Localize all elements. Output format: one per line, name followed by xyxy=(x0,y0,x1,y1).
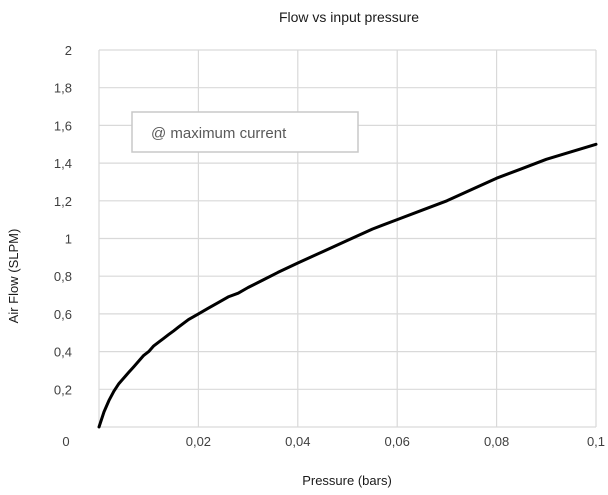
y-tick-label: 1,2 xyxy=(54,194,72,209)
x-axis-label: Pressure (bars) xyxy=(302,473,392,488)
chart-title: Flow vs input pressure xyxy=(279,9,419,25)
series-line xyxy=(97,142,598,429)
x-tick-label: 0 xyxy=(62,434,69,449)
y-tick-label: 1,6 xyxy=(54,118,72,133)
annotation-text: @ maximum current xyxy=(151,125,287,142)
grid xyxy=(98,49,597,428)
y-tick-label: 1,8 xyxy=(54,81,72,96)
x-tick-label: 0,1 xyxy=(587,434,605,449)
y-tick-label: 1 xyxy=(65,232,72,247)
annotation: @ maximum current xyxy=(131,111,359,153)
y-axis-label: Air Flow (SLPM) xyxy=(6,229,21,324)
y-tick-label: 2 xyxy=(65,43,72,58)
y-tick-label: 0,6 xyxy=(54,307,72,322)
y-tick-label: 0,8 xyxy=(54,269,72,284)
x-tick-label: 0,08 xyxy=(484,434,509,449)
x-tick-label: 0,02 xyxy=(186,434,211,449)
x-tick-label: 0,06 xyxy=(385,434,410,449)
y-tick-label: 0,2 xyxy=(54,382,72,397)
y-tick-label: 1,4 xyxy=(54,156,72,171)
annotation-box xyxy=(131,111,359,153)
x-tick-label: 0,04 xyxy=(285,434,310,449)
tick-labels: 0 0,02 0,04 0,06 0,08 0,1 0,2 0,4 0,6 0,8 1 1,2 1,4 1… xyxy=(54,43,605,449)
series-layer xyxy=(97,142,598,429)
y-tick-label: 0,4 xyxy=(54,345,72,360)
